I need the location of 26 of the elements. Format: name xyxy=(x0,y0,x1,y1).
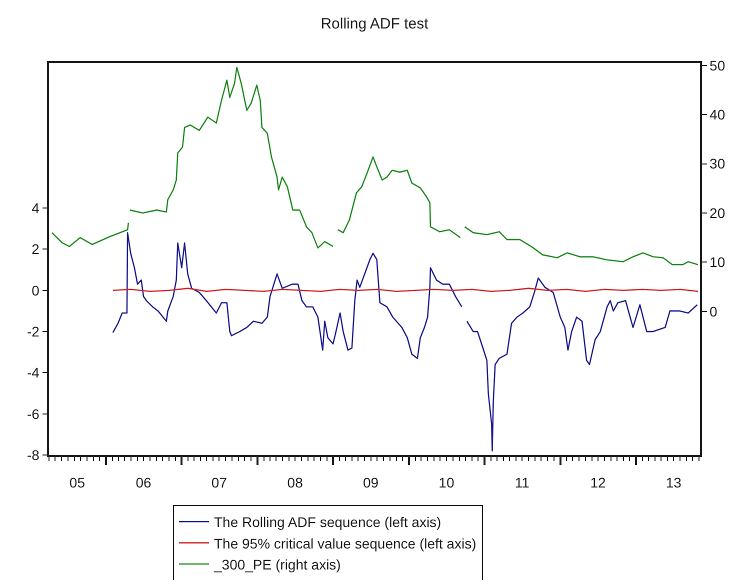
y-tick-label: 2 xyxy=(32,241,40,258)
x-tick-label: 10 xyxy=(438,474,454,491)
y2-tick-label: 40 xyxy=(710,106,726,123)
x-tick-label: 11 xyxy=(514,474,530,491)
y-tick-label: -8 xyxy=(26,446,40,463)
x-tick-label: 13 xyxy=(666,474,682,491)
x-tick-label: 07 xyxy=(211,474,228,491)
legend-label: _300_PE (right axis) xyxy=(213,556,341,572)
y2-tick-label: 30 xyxy=(710,156,726,172)
chart-title: Rolling ADF test xyxy=(320,15,430,32)
y2-tick-label: 0 xyxy=(710,303,718,320)
y-tick-label: -6 xyxy=(26,406,40,422)
y-tick-label: 0 xyxy=(32,282,40,298)
legend-label: The Rolling ADF sequence (left axis) xyxy=(214,514,442,530)
y2-tick-label: 50 xyxy=(710,57,726,74)
x-tick-label: 06 xyxy=(136,474,152,491)
y2-tick-label: 10 xyxy=(710,254,726,270)
x-tick-label: 12 xyxy=(590,474,606,491)
x-tick-label: 05 xyxy=(69,474,86,491)
y-tick-label: 4 xyxy=(32,200,40,216)
x-tick-label: 08 xyxy=(287,474,304,491)
y-tick-label: -2 xyxy=(26,323,40,340)
y-tick-label: -4 xyxy=(26,364,40,381)
legend-label: The 95% critical value sequence (left axis) xyxy=(214,535,476,552)
x-tick-label: 09 xyxy=(362,474,379,491)
y2-tick-label: 20 xyxy=(710,204,726,221)
